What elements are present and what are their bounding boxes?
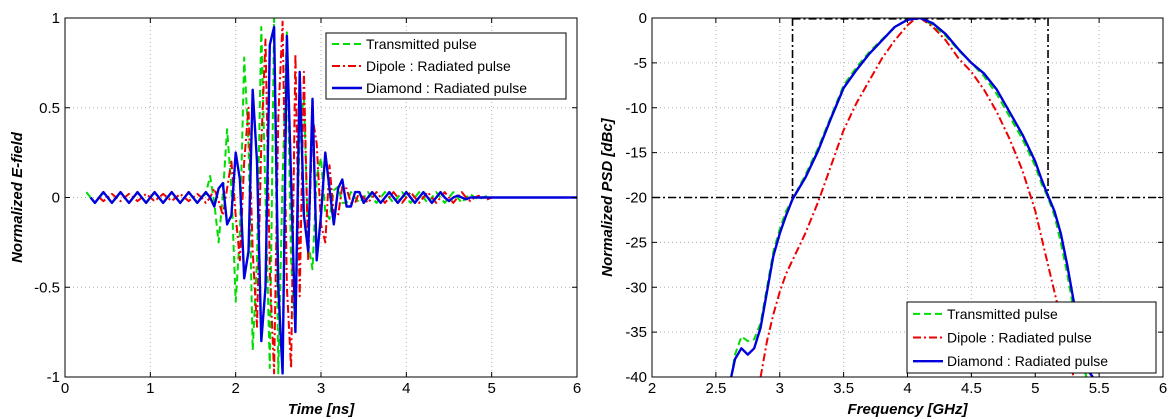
legend-box: [906, 301, 1157, 374]
y-axis-label: Normalized PSD [dBc]: [599, 117, 616, 276]
x-tick-label: 4.5: [961, 380, 982, 397]
x-tick-label: 3: [317, 380, 325, 397]
legend: Transmitted pulse Dipole : Radiated pulse…: [325, 32, 567, 100]
y-tick-label: 0: [52, 190, 60, 207]
legend-label: Diamond : Radiated pulse: [366, 80, 527, 96]
x-tick-label: 5: [487, 380, 495, 397]
y-tick-label: -15: [625, 145, 647, 162]
x-axis-label: Time [ns]: [288, 401, 355, 418]
y-tick-label: -40: [625, 369, 647, 386]
y-axis-label: Normalized E-field: [9, 131, 26, 263]
x-tick-label: 1: [146, 380, 154, 397]
legend-label: Transmitted pulse: [947, 306, 1058, 322]
x-tick-label: 4: [402, 380, 410, 397]
time-domain-chart: 0 1 2 3 4 5 6 -1 -0.5 0 0.5 1 Time [ns] Normalized E-…: [9, 10, 581, 418]
legend: Transmitted pulse Dipole : Radiated pulse…: [906, 301, 1157, 374]
y-tick-label: 0.5: [39, 100, 60, 117]
y-tick-label: -35: [625, 324, 647, 341]
legend-box: [325, 32, 567, 100]
x-tick-label: 6: [1159, 380, 1167, 397]
x-tick-label: 6: [573, 380, 581, 397]
x-tick-label: 2.5: [705, 380, 726, 397]
y-tick-label: 0: [639, 10, 647, 27]
x-tick-label: 4: [903, 380, 911, 397]
legend-label: Dipole : Radiated pulse: [366, 58, 511, 74]
x-tick-label: 5: [1031, 380, 1039, 397]
series-line-2: [89, 25, 577, 375]
y-tick-label: -10: [625, 100, 647, 117]
x-tick-label: 0: [61, 380, 69, 397]
x-tick-label: 5.5: [1089, 380, 1110, 397]
y-tick-label: -0.5: [34, 279, 60, 296]
x-tick-label: 3.5: [833, 380, 854, 397]
y-tick-label: 1: [52, 10, 60, 27]
y-tick-label: -25: [625, 234, 647, 251]
x-tick-label: 3: [776, 380, 784, 397]
y-tick-label: -30: [625, 279, 647, 296]
plot-content: [85, 18, 577, 375]
x-tick-label: 2: [648, 380, 656, 397]
x-axis-label: Frequency [GHz]: [847, 401, 968, 418]
legend-label: Diamond : Radiated pulse: [947, 353, 1108, 369]
x-tick-label: 2: [231, 380, 239, 397]
legend-label: Dipole : Radiated pulse: [947, 330, 1092, 346]
y-tick-label: -5: [634, 55, 647, 72]
y-tick-label: -1: [47, 369, 60, 386]
frequency-domain-chart: 2 2.5 3 3.5 4 4.5 5 5.5 6 -40 -35 -30 -25 -20 -15 -10 -5…: [599, 10, 1167, 418]
legend-label: Transmitted pulse: [366, 36, 477, 52]
y-tick-label: -20: [625, 190, 647, 207]
